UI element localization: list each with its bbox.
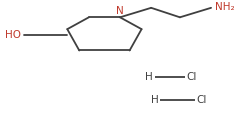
Text: H: H bbox=[151, 95, 159, 105]
Text: Cl: Cl bbox=[186, 72, 196, 82]
Text: Cl: Cl bbox=[197, 95, 207, 105]
Text: N: N bbox=[116, 6, 124, 15]
Text: H: H bbox=[145, 72, 153, 82]
Text: HO: HO bbox=[5, 30, 21, 40]
Text: NH₂: NH₂ bbox=[215, 2, 234, 12]
